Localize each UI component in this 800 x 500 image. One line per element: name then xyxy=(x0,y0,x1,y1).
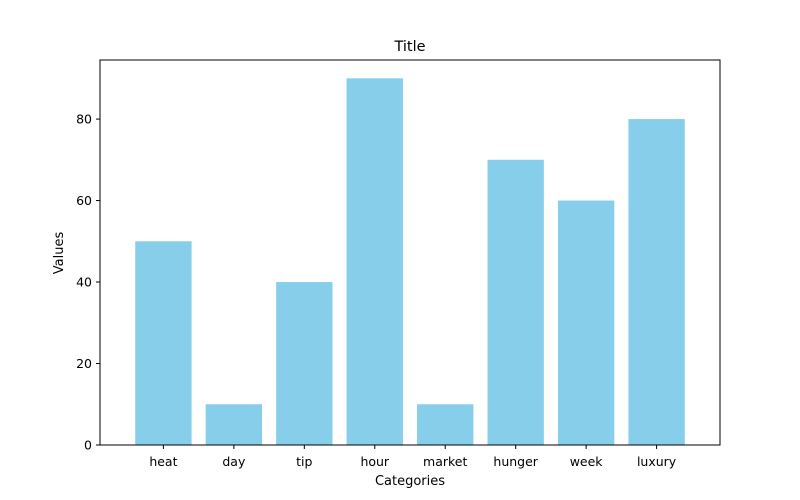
bar-day xyxy=(205,404,263,445)
bar-heat xyxy=(135,241,192,445)
y-tick-label: 40 xyxy=(76,275,92,290)
x-tick-label: hour xyxy=(360,454,389,469)
x-axis-label: Categories xyxy=(375,474,445,489)
y-tick-label: 20 xyxy=(76,356,92,371)
y-tick-label: 60 xyxy=(76,193,92,208)
x-tick-label: week xyxy=(570,454,604,469)
chart-title: Title xyxy=(393,39,425,55)
y-tick-label: 80 xyxy=(76,112,92,127)
bar-week xyxy=(557,200,615,445)
x-tick-label: market xyxy=(423,454,467,469)
bar-tip xyxy=(276,282,333,445)
bar-hunger xyxy=(487,159,544,445)
y-tick-label: 0 xyxy=(84,438,92,453)
x-tick-label: hunger xyxy=(493,454,538,469)
bar-hour xyxy=(346,78,403,445)
bars-group xyxy=(135,78,685,446)
bar-luxury xyxy=(628,119,685,446)
x-tick-label: heat xyxy=(149,454,177,469)
y-axis-ticks: 0 20 40 60 80 xyxy=(76,112,100,453)
bar-market xyxy=(417,404,474,445)
x-tick-label: luxury xyxy=(637,454,677,469)
y-axis-label: Values xyxy=(52,232,67,275)
x-axis-ticks: heat day tip hour market hunger week luxury xyxy=(149,445,677,469)
x-tick-label: day xyxy=(222,454,246,469)
x-tick-label: tip xyxy=(296,454,312,469)
plot-frame xyxy=(99,59,721,446)
